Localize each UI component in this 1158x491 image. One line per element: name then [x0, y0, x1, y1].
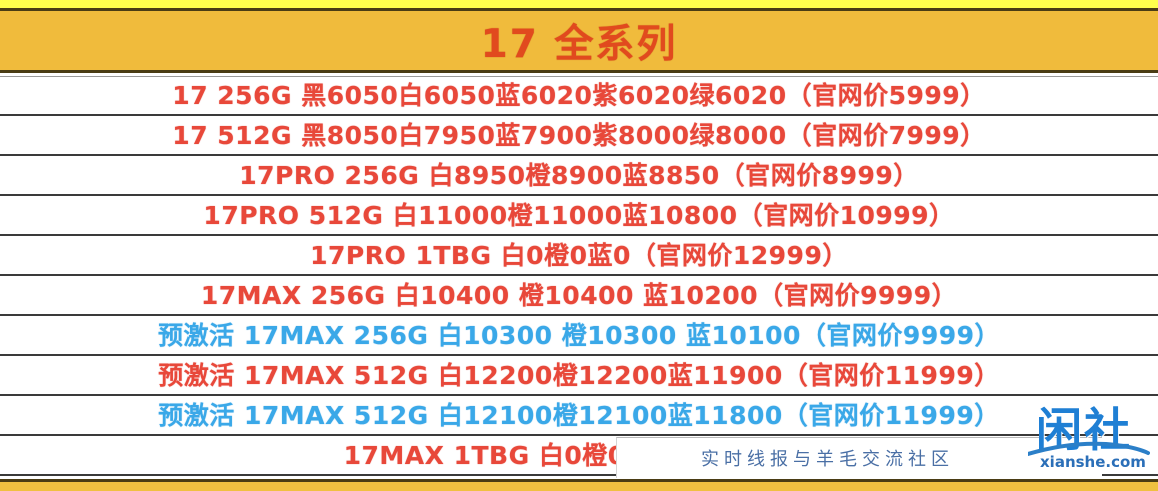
table-row: 预激活 17MAX 256G 白10300 橙10300 蓝10100（官网价9…	[0, 316, 1158, 356]
table-row: 预激活 17MAX 512G 白12200橙12200蓝11900（官网价119…	[0, 356, 1158, 396]
table-row: 17 512G 黑8050白7950蓝7900紫8000绿8000（官网价799…	[0, 116, 1158, 156]
table-row: 17 256G 黑6050白6050蓝6020紫6020绿6020（官网价599…	[0, 76, 1158, 116]
price-row-text: 17 512G 黑8050白7950蓝7900紫8000绿8000（官网价799…	[172, 120, 986, 150]
title-banner: 17 全系列	[0, 8, 1158, 73]
price-row-text: 17 256G 黑6050白6050蓝6020紫6020绿6020（官网价599…	[172, 81, 986, 110]
page-title: 17 全系列	[480, 21, 678, 67]
price-row-text: 预激活 17MAX 512G 白12100橙12100蓝11800（官网价119…	[158, 400, 1000, 430]
price-row-text: 17PRO 512G 白11000橙11000蓝10800（官网价10999）	[203, 200, 955, 230]
price-row-text: 17PRO 1TBG 白0橙0蓝0（官网价12999）	[310, 240, 848, 270]
price-row-text: 17PRO 256G 白8950橙8900蓝8850（官网价8999）	[239, 160, 919, 190]
table-row: 17PRO 256G 白8950橙8900蓝8850（官网价8999）	[0, 156, 1158, 196]
overlay-tagline: 实时线报与羊毛交流社区	[701, 449, 954, 470]
table-row: 预激活 17MAX 512G 白12100橙12100蓝11800（官网价119…	[0, 396, 1158, 436]
price-row-text: 预激活 17MAX 256G 白10300 橙10300 蓝10100（官网价9…	[157, 320, 1001, 350]
table-row: 17PRO 1TBG 白0橙0蓝0（官网价12999）	[0, 236, 1158, 276]
top-yellow-strip	[0, 0, 1158, 8]
bottom-gold-bar	[0, 479, 1158, 491]
price-row-text: 预激活 17MAX 512G 白12200橙12200蓝11900（官网价119…	[158, 360, 1000, 390]
table-row: 17MAX 256G 白10400 橙10400 蓝10200（官网价9999）	[0, 276, 1158, 316]
price-row-list: 17 256G 黑6050白6050蓝6020紫6020绿6020（官网价599…	[0, 76, 1158, 476]
table-row: 17PRO 512G 白11000橙11000蓝10800（官网价10999）	[0, 196, 1158, 236]
price-row-text: 17MAX 256G 白10400 橙10400 蓝10200（官网价9999）	[200, 280, 958, 310]
overlay-tooltip-panel: 实时线报与羊毛交流社区	[616, 437, 1102, 478]
